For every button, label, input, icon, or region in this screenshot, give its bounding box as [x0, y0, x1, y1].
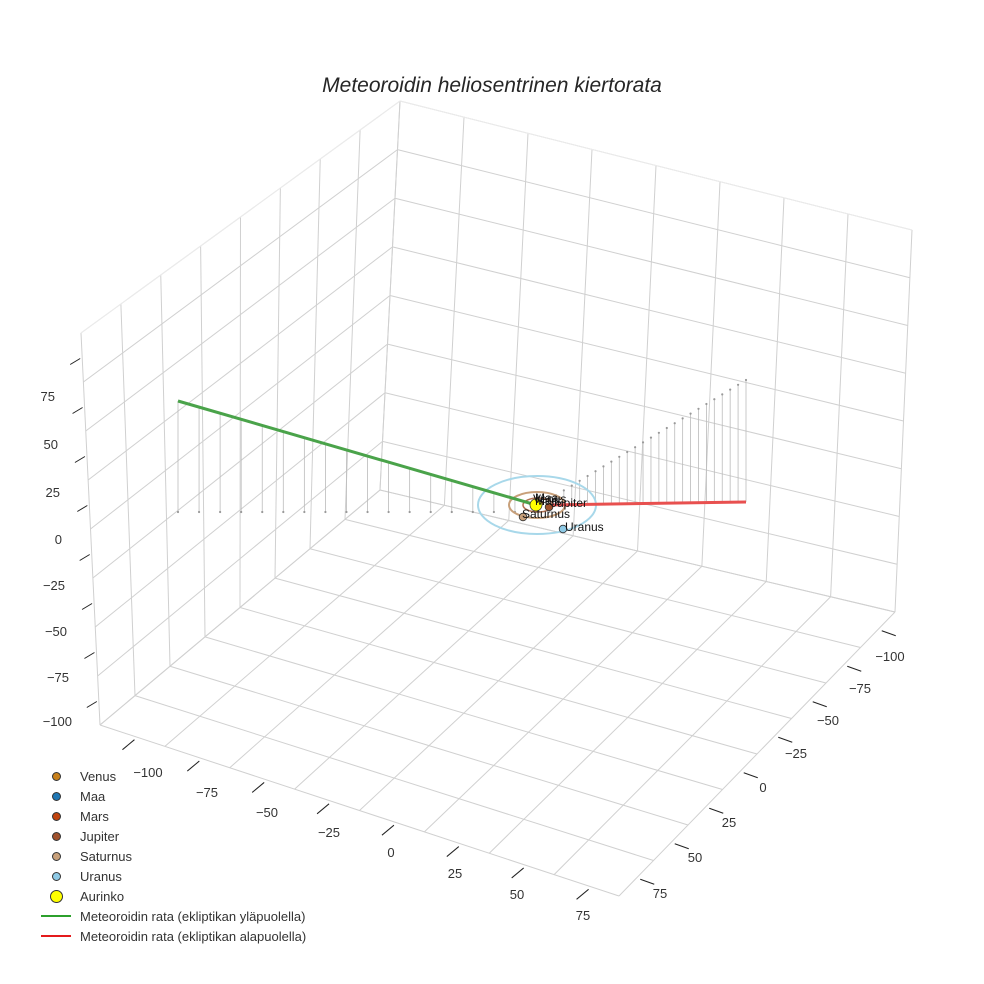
x_ticks-tick-label: 75 — [576, 908, 590, 923]
z_ticks-tick-label: 75 — [41, 389, 55, 404]
legend-item[interactable]: Meteoroidin rata (ekliptikan yläpuolella… — [40, 906, 306, 926]
legend-item[interactable]: Mars — [40, 806, 306, 826]
legend-marker-icon — [40, 811, 72, 821]
axis-tick-marks — [69, 358, 896, 900]
legend: Venus Maa Mars Jupiter Saturnus Uranus Aurinko… — [40, 766, 306, 946]
legend-label: Mars — [80, 808, 109, 824]
x_ticks-tick-label: −100 — [133, 765, 162, 780]
axis-tick-labels: 75 50 25 0 −25 −50 −75 −100 −100 −75 −50 −25 0 25 50 75… — [41, 389, 905, 923]
legend-label: Aurinko — [80, 888, 125, 904]
legend-marker-icon — [40, 791, 72, 801]
legend-item[interactable]: Saturnus — [40, 846, 306, 866]
y_ticks-tick-label: 75 — [653, 886, 667, 901]
legend-label: Saturnus — [80, 848, 133, 864]
legend-marker-icon — [40, 889, 72, 903]
y_ticks-tick-label: −50 — [817, 713, 839, 728]
y_ticks-tick-label: 0 — [759, 780, 766, 795]
legend-line-icon — [40, 935, 72, 937]
legend-label: Meteoroidin rata (ekliptikan yläpuolella… — [80, 908, 306, 924]
legend-label: Maa — [80, 788, 106, 804]
legend-label: Meteoroidin rata (ekliptikan alapuolella… — [80, 928, 307, 944]
legend-label: Uranus — [80, 868, 122, 884]
y_ticks-tick-label: −25 — [785, 746, 807, 761]
legend-line-icon — [40, 915, 72, 917]
legend-label: Venus — [80, 768, 117, 784]
legend-item[interactable]: Jupiter — [40, 826, 306, 846]
legend-marker-icon — [40, 851, 72, 861]
legend-marker-icon — [40, 831, 72, 841]
x_ticks-tick-label: 25 — [448, 866, 462, 881]
legend-marker-icon — [40, 771, 72, 781]
x_ticks-tick-label: −75 — [196, 785, 218, 800]
grid-lines — [80, 100, 913, 897]
y_ticks-tick-label: 25 — [722, 815, 736, 830]
x_ticks-tick-label: 50 — [510, 887, 524, 902]
planet-label: Mars — [535, 494, 562, 508]
meteoroid-trajectory — [177, 399, 747, 507]
legend-marker-icon — [40, 871, 72, 881]
chart-title: Meteoroidin heliosentrinen kiertorata — [322, 74, 662, 97]
trajectory-stems — [176, 378, 748, 514]
z_ticks-tick-label: −50 — [45, 624, 67, 639]
planet-label: Saturnus — [522, 507, 570, 521]
legend-item[interactable]: Venus — [40, 766, 306, 786]
z_ticks-tick-label: 50 — [44, 437, 58, 452]
z_ticks-tick-label: −75 — [47, 670, 69, 685]
y_ticks-tick-label: 50 — [688, 850, 702, 865]
x_ticks-tick-label: −50 — [256, 805, 278, 820]
legend-item[interactable]: Uranus — [40, 866, 306, 886]
x_ticks-tick-label: 0 — [387, 845, 394, 860]
y_ticks-tick-label: −75 — [849, 681, 871, 696]
x_ticks-tick-label: −25 — [318, 825, 340, 840]
legend-item[interactable]: Maa — [40, 786, 306, 806]
planet-label: Maa — [535, 491, 559, 505]
z_ticks-tick-label: −25 — [43, 578, 65, 593]
planet-label: Venus — [533, 492, 566, 506]
planet-markers — [518, 498, 568, 534]
y_ticks-tick-label: −100 — [875, 649, 904, 664]
planet-label: Uranus — [565, 520, 604, 534]
z_ticks-tick-label: 0 — [55, 532, 62, 547]
planet-label: Jupiter — [551, 496, 587, 510]
legend-label: Jupiter — [80, 828, 120, 844]
legend-item[interactable]: Aurinko — [40, 886, 306, 906]
z_ticks-tick-label: −100 — [43, 714, 72, 729]
z_ticks-tick-label: 25 — [46, 485, 60, 500]
legend-item[interactable]: Meteoroidin rata (ekliptikan alapuolella… — [40, 926, 306, 946]
